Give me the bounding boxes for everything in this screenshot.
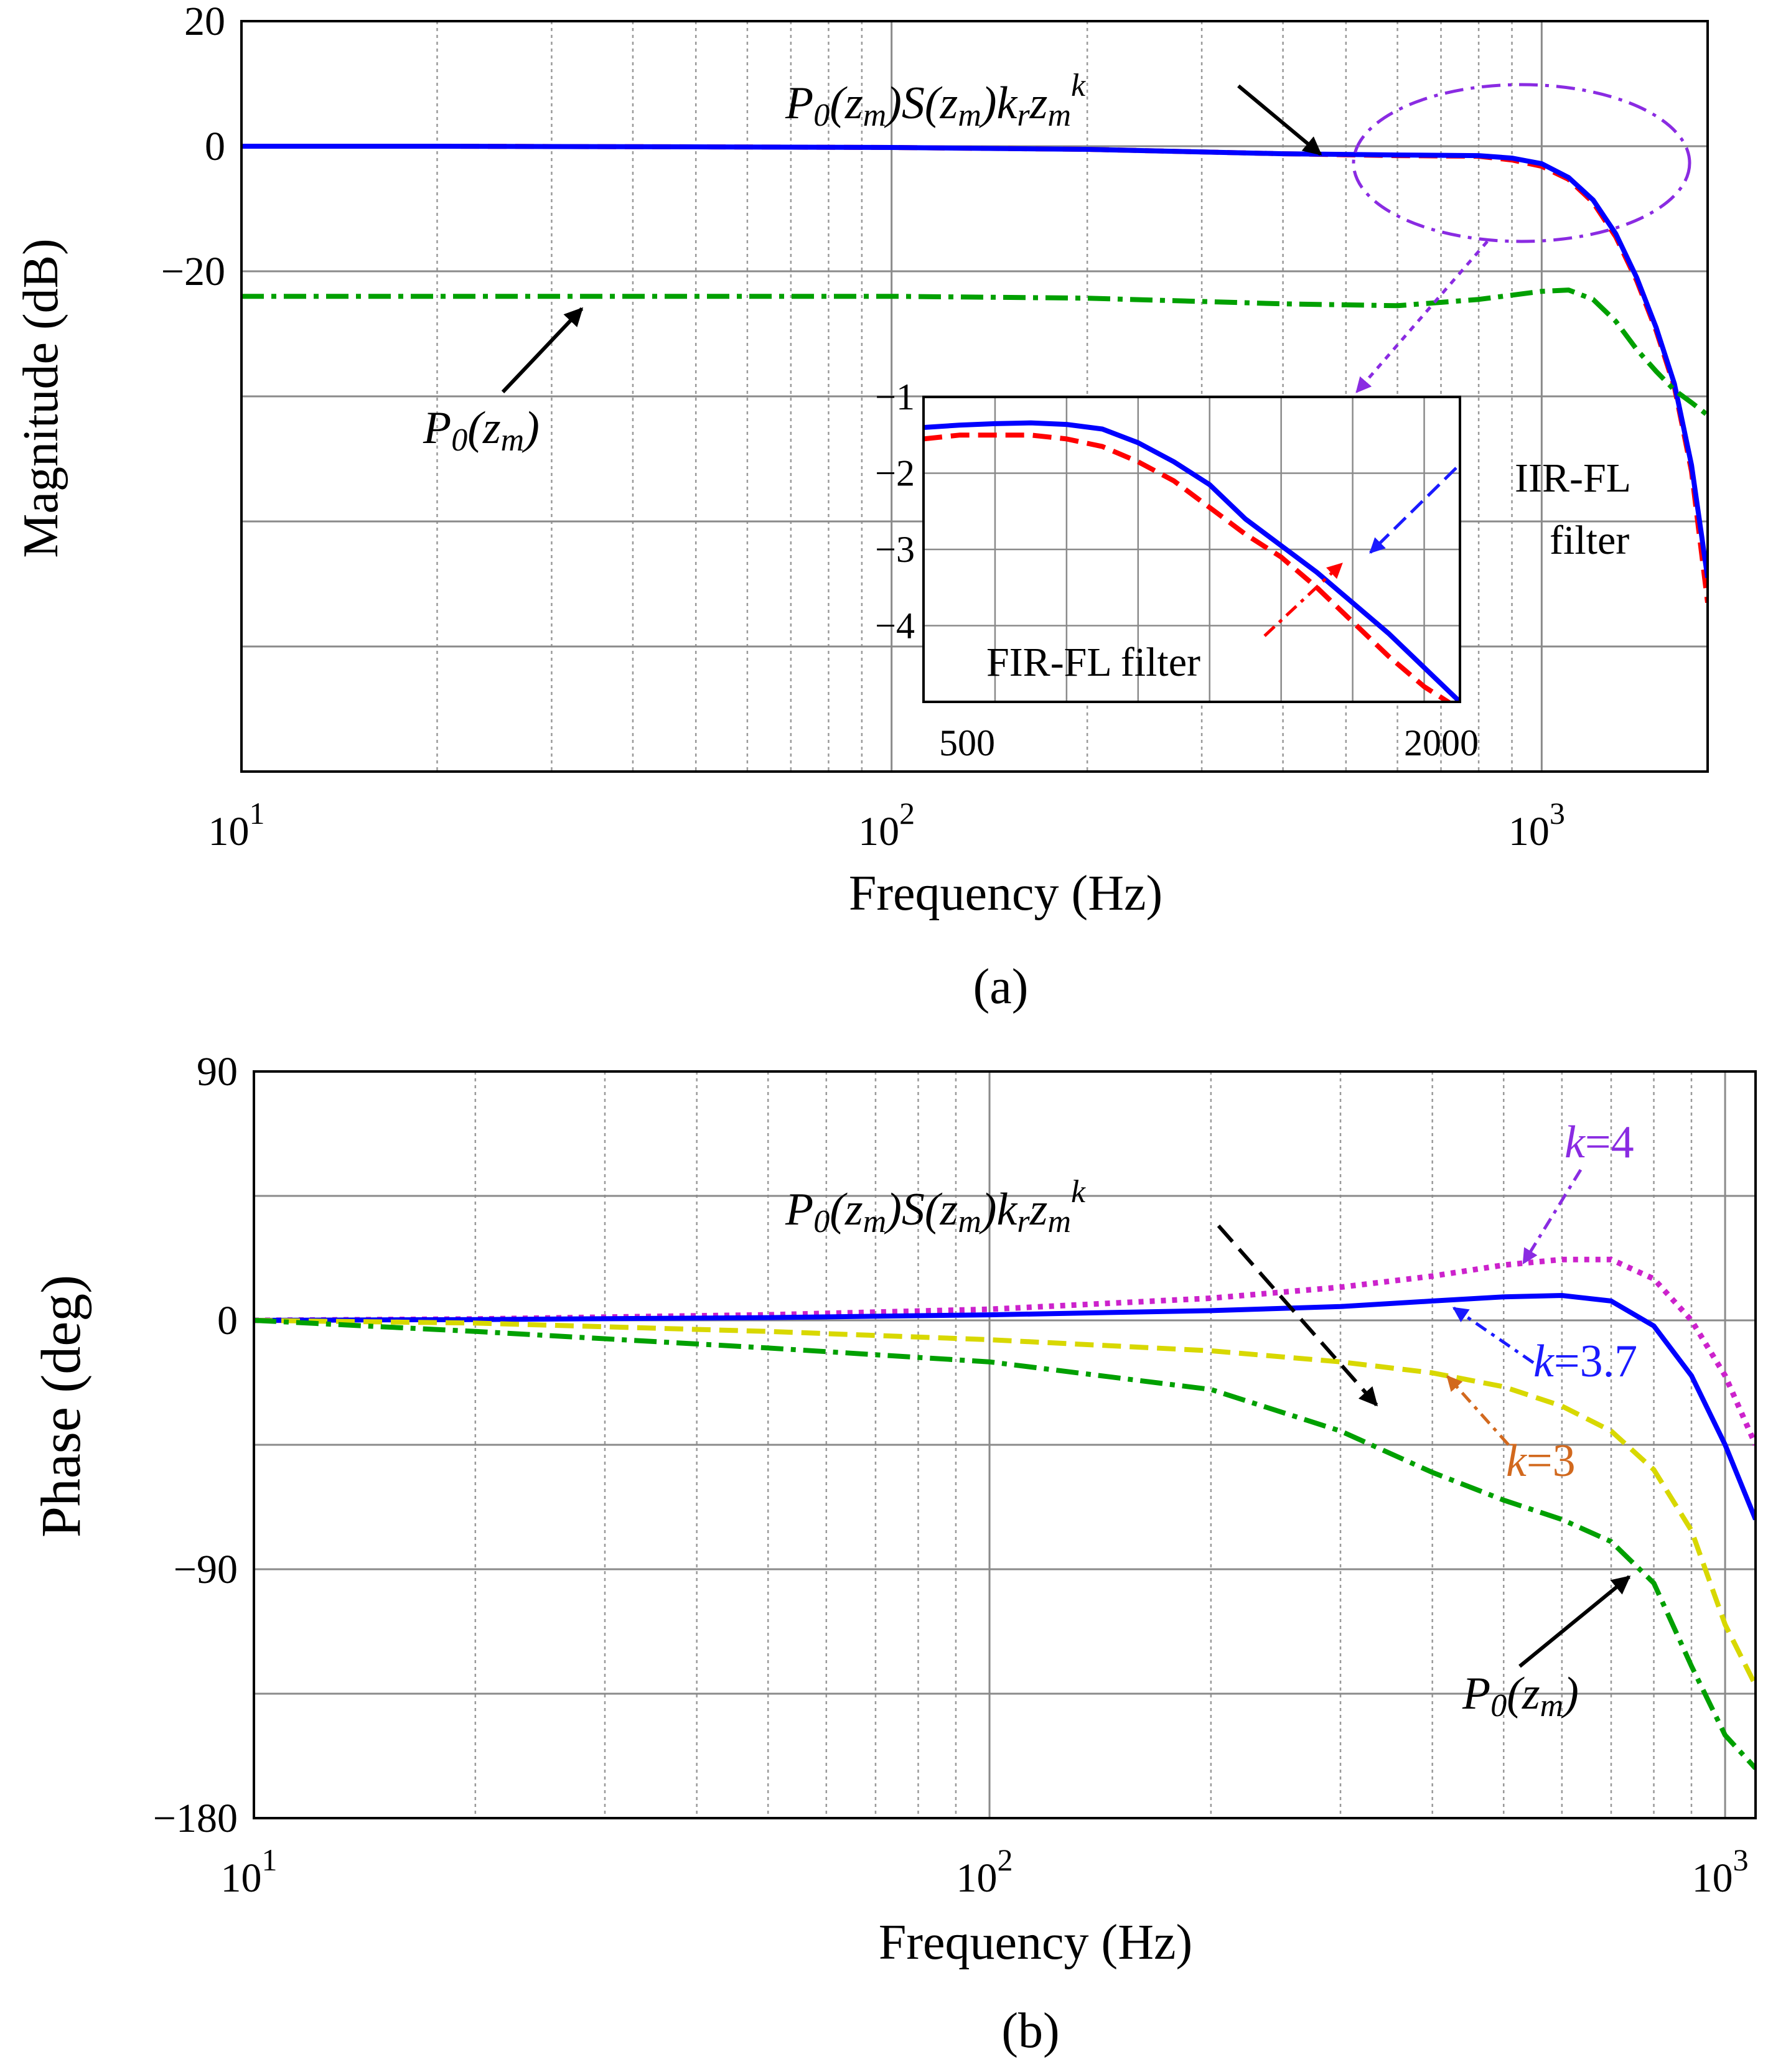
panel-b-series-p0-zm- — [254, 1318, 1756, 1770]
panel-b-k4-arrow — [1522, 1169, 1583, 1265]
panel-a-series-iir-fl-filter — [241, 144, 1708, 579]
panel-a-series-p0-zm- — [241, 287, 1708, 418]
panel-b-ytick-label: 90 — [197, 1049, 238, 1094]
panel-b-x-tick-labels: 101 102 103 — [221, 1842, 1749, 1901]
inset-frame — [922, 396, 1461, 703]
panel-a: 20 0 −20 101 102 103 Frequency (Hz) Magnitud… — [14, 0, 1709, 1014]
panel-a-curve-label: P0(zm)S(zm)krzmk — [785, 68, 1086, 133]
panel-b-xlabel: Frequency (Hz) — [879, 1915, 1192, 1970]
panel-a-xlabel: Frequency (Hz) — [849, 866, 1162, 921]
inset-ytick-label: −3 — [875, 529, 915, 570]
panel-b-k3-label: k=3 — [1506, 1435, 1576, 1486]
panel-a-caption: (a) — [973, 959, 1029, 1014]
panel-a-xtick-label: 101 — [208, 796, 265, 854]
panel-b-caption: (b) — [1001, 2004, 1059, 2058]
panel-b-xtick-label: 103 — [1692, 1842, 1749, 1901]
panel-a-xtick-label: 103 — [1508, 796, 1565, 854]
panel-a-p0-label: P0(zm) — [423, 403, 540, 458]
panel-b-curve-arrow — [1217, 1225, 1378, 1407]
panel-a-zoom-arrow — [1355, 240, 1489, 393]
panel-a-series — [241, 144, 1708, 604]
inset-y-tick-labels: −1 −2 −3 −4 — [875, 376, 915, 646]
panel-b-xtick-label: 102 — [956, 1842, 1013, 1901]
panel-a-p0-arrow — [501, 307, 584, 394]
inset-iir-label-line2: filter — [1550, 518, 1629, 563]
panel-a-y-tick-labels: 20 0 −20 — [161, 0, 225, 294]
panel-a-xtick-label: 102 — [858, 796, 915, 854]
panel-a-zoom-ellipse — [1352, 83, 1691, 243]
inset-series-iir-fl-filter — [924, 420, 1460, 702]
panel-b-curve-label: P0(zm)S(zm)krzmk — [785, 1174, 1086, 1239]
inset-xtick-label: 500 — [939, 722, 995, 763]
inset-fir-label: FIR-FL filter — [986, 640, 1200, 685]
panel-b-ytick-label: 0 — [217, 1298, 238, 1343]
panel-b-series — [254, 1256, 1756, 1770]
inset-ytick-label: −4 — [875, 605, 915, 646]
inset-xtick-label: 2000 — [1404, 722, 1479, 763]
inset-fir-arrow — [1263, 562, 1343, 637]
inset-ytick-label: −2 — [875, 453, 915, 494]
inset-ytick-label: −1 — [875, 376, 915, 418]
panel-a-inset: −1 −2 −3 −4 500 2000 FIR-FL filter — [875, 376, 1479, 763]
panel-b-frame — [253, 1070, 1757, 1819]
panel-b-ylabel: Phase (deg) — [30, 1275, 92, 1538]
inset-x-tick-labels: 500 2000 — [939, 722, 1479, 763]
panel-b-series-k-4 — [254, 1256, 1756, 1446]
panel-b-ytick-label: −90 — [174, 1547, 238, 1592]
panel-b-y-tick-labels: 90 0 −90 −180 — [153, 1049, 238, 1841]
panel-a-frame — [240, 20, 1709, 773]
inset-iir-label-line1: IIR-FL — [1515, 455, 1631, 501]
panel-a-x-tick-labels: 101 102 103 — [208, 796, 1565, 854]
panel-a-ytick-label: 0 — [205, 124, 225, 169]
panel-b-series-k-3 — [254, 1318, 1756, 1687]
panel-b-p0-label: P0(zm) — [1462, 1668, 1579, 1724]
panel-a-ytick-label: 20 — [184, 0, 225, 44]
panel-b-k37-label: k=3.7 — [1533, 1336, 1637, 1387]
panel-b-k37-arrow — [1452, 1306, 1535, 1365]
panel-b-series-k-3.7 — [254, 1293, 1756, 1521]
inset-series — [924, 420, 1460, 702]
panel-b-p0-arrow — [1518, 1575, 1631, 1668]
panel-b-ytick-label: −180 — [153, 1796, 238, 1841]
panel-a-curve-arrow — [1237, 84, 1322, 156]
panel-a-ytick-label: −20 — [161, 249, 225, 294]
panel-b-k3-arrow — [1446, 1375, 1510, 1446]
inset-series-fir-fl-filter — [924, 432, 1453, 702]
panel-b-xtick-label: 101 — [221, 1842, 278, 1901]
panel-b-grid — [254, 1071, 1756, 1818]
panel-b-k4-label: k=4 — [1565, 1117, 1634, 1168]
inset-iir-arrow — [1369, 467, 1457, 554]
panel-b: 90 0 −90 −180 101 102 103 Frequency (Hz) Phas… — [30, 1049, 1757, 2058]
panel-a-ylabel: Magnitude (dB) — [14, 238, 68, 558]
